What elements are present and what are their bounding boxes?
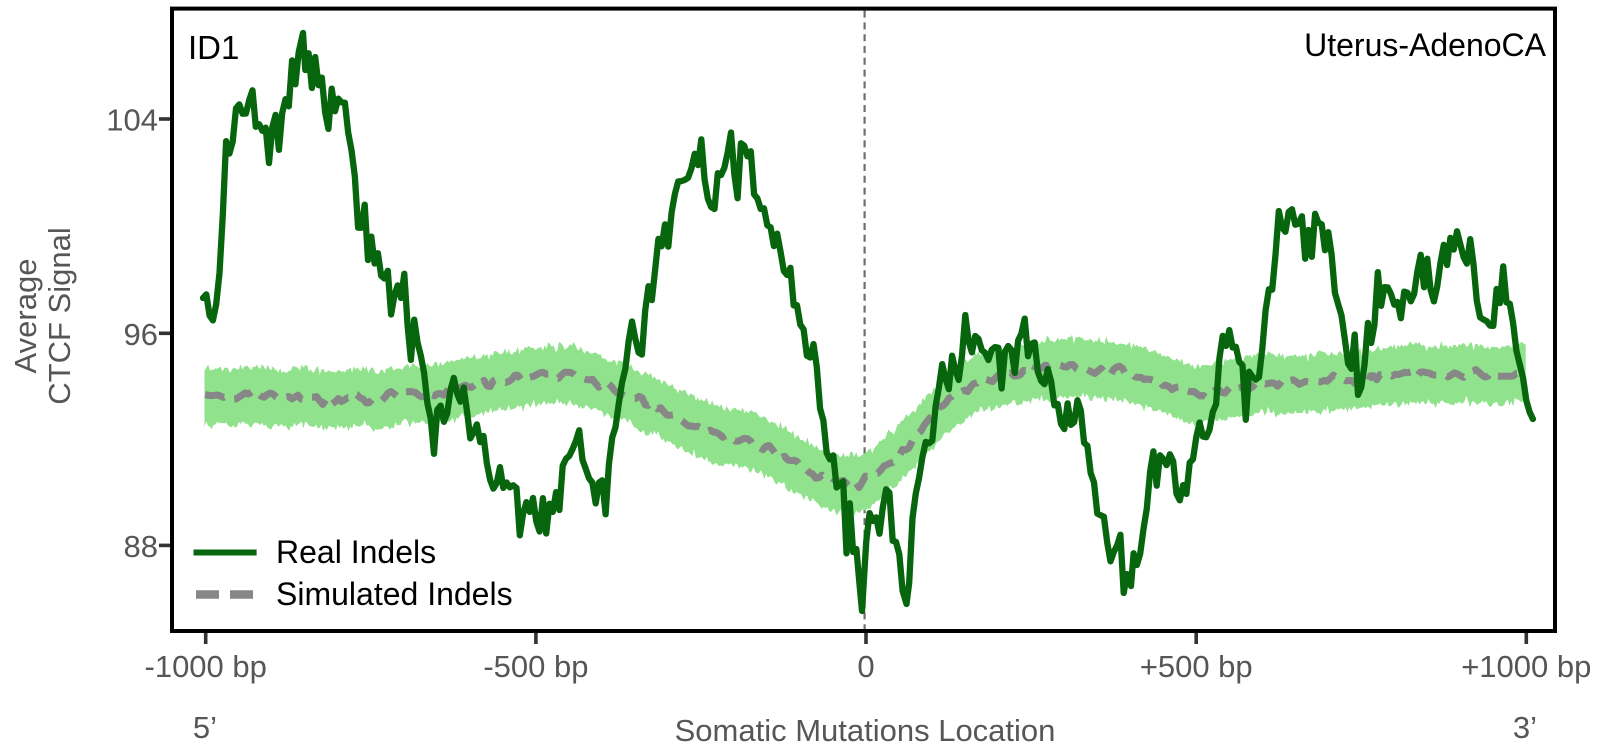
svg-text:+500 bp: +500 bp xyxy=(1140,649,1253,684)
svg-text:0: 0 xyxy=(857,649,874,684)
svg-text:Real Indels: Real Indels xyxy=(276,534,436,570)
svg-text:88: 88 xyxy=(124,529,158,564)
svg-text:-500 bp: -500 bp xyxy=(483,649,588,684)
svg-text:+1000 bp: +1000 bp xyxy=(1461,649,1591,684)
svg-text:-1000 bp: -1000 bp xyxy=(145,649,267,684)
svg-text:Somatic Mutations Location: Somatic Mutations Location xyxy=(675,713,1056,748)
svg-text:ID1: ID1 xyxy=(188,29,239,66)
svg-text:104: 104 xyxy=(106,103,158,138)
svg-text:CTCF Signal: CTCF Signal xyxy=(42,227,77,404)
svg-text:Simulated Indels: Simulated Indels xyxy=(276,576,513,612)
svg-text:Average: Average xyxy=(8,259,43,374)
svg-text:3’: 3’ xyxy=(1513,710,1537,745)
svg-text:5’: 5’ xyxy=(193,710,217,745)
svg-text:Uterus-AdenoCA: Uterus-AdenoCA xyxy=(1304,27,1547,63)
svg-text:96: 96 xyxy=(124,317,158,352)
